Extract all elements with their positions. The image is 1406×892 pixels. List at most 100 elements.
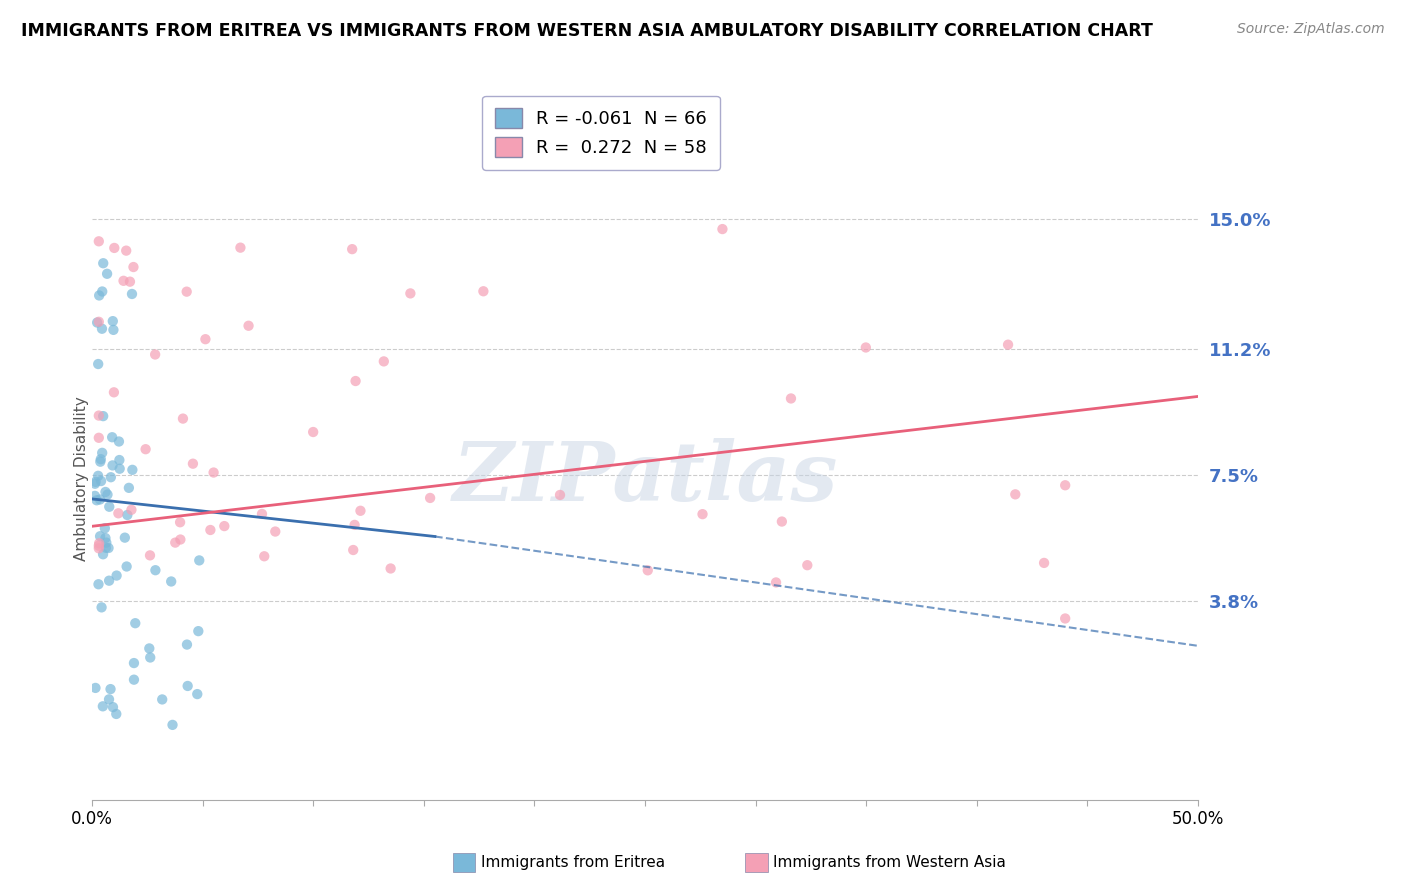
Point xyxy=(98,692,121,706)
Point xyxy=(780,392,803,406)
Point xyxy=(89,529,111,543)
Point xyxy=(87,235,110,249)
Point xyxy=(91,285,114,299)
Point xyxy=(115,559,138,574)
Point xyxy=(94,521,117,535)
Point xyxy=(91,322,114,336)
Point xyxy=(796,558,818,573)
Point xyxy=(692,507,714,521)
Point xyxy=(342,543,364,558)
Point xyxy=(135,442,157,457)
Point xyxy=(145,563,167,577)
Point xyxy=(122,260,145,274)
Point xyxy=(200,523,222,537)
Point xyxy=(399,286,422,301)
Point xyxy=(172,411,194,425)
Point xyxy=(419,491,441,505)
Point xyxy=(1004,487,1026,501)
Point xyxy=(855,341,877,355)
Point xyxy=(105,568,128,582)
Point xyxy=(1033,556,1056,570)
Point xyxy=(1054,478,1077,492)
Point xyxy=(96,267,118,281)
Point xyxy=(160,574,183,589)
Point xyxy=(139,650,162,665)
Point xyxy=(84,476,107,491)
Point xyxy=(548,488,571,502)
Point xyxy=(637,563,659,577)
Point xyxy=(94,531,117,545)
Point xyxy=(118,275,141,289)
Point xyxy=(343,517,366,532)
Point xyxy=(176,638,198,652)
Point xyxy=(103,241,125,255)
Point xyxy=(302,425,325,439)
Point xyxy=(373,354,395,368)
Point xyxy=(138,641,160,656)
Point xyxy=(87,431,110,445)
Point xyxy=(84,475,107,489)
Point xyxy=(162,718,184,732)
Point xyxy=(87,577,110,591)
Point xyxy=(165,535,187,549)
Point xyxy=(997,337,1019,351)
Point xyxy=(89,455,111,469)
Point xyxy=(202,466,225,480)
Point xyxy=(94,541,117,555)
Point xyxy=(107,506,129,520)
Point xyxy=(344,374,367,388)
Point xyxy=(108,453,131,467)
Point xyxy=(96,535,118,549)
Point xyxy=(91,409,114,424)
Point xyxy=(103,385,125,400)
Point xyxy=(89,492,111,507)
Point xyxy=(711,222,734,236)
Point xyxy=(770,515,793,529)
Point xyxy=(108,461,131,475)
Point xyxy=(122,673,145,687)
Point xyxy=(91,547,114,561)
Point xyxy=(103,323,125,337)
Point xyxy=(87,539,110,553)
Point xyxy=(121,287,143,301)
Point xyxy=(90,452,112,467)
Point xyxy=(87,315,110,329)
Point xyxy=(105,706,128,721)
Point xyxy=(187,624,209,639)
Point xyxy=(765,575,787,590)
Point xyxy=(229,241,252,255)
Point xyxy=(101,430,124,444)
Point xyxy=(86,316,108,330)
Point xyxy=(98,574,121,588)
Point xyxy=(90,474,112,488)
Point xyxy=(117,508,139,522)
Point xyxy=(100,470,122,484)
Point xyxy=(87,541,110,556)
Point xyxy=(115,244,138,258)
Point xyxy=(91,699,114,714)
Point xyxy=(143,347,166,361)
Text: ZIPatlas: ZIPatlas xyxy=(453,439,838,518)
Point xyxy=(101,458,124,473)
Point xyxy=(349,504,371,518)
Point xyxy=(89,536,111,550)
Point xyxy=(186,687,208,701)
Text: IMMIGRANTS FROM ERITREA VS IMMIGRANTS FROM WESTERN ASIA AMBULATORY DISABILITY CO: IMMIGRANTS FROM ERITREA VS IMMIGRANTS FR… xyxy=(21,22,1153,40)
Point xyxy=(264,524,287,539)
Point xyxy=(176,285,198,299)
Point xyxy=(98,500,121,514)
Point xyxy=(1054,611,1077,625)
Text: Immigrants from Eritrea: Immigrants from Eritrea xyxy=(481,855,665,870)
Point xyxy=(124,616,146,631)
Point xyxy=(188,553,211,567)
Point xyxy=(250,507,273,521)
Point xyxy=(238,318,260,333)
Point xyxy=(96,487,118,501)
Point xyxy=(340,242,363,256)
Point xyxy=(181,457,204,471)
Point xyxy=(90,600,112,615)
Point xyxy=(472,285,495,299)
Point xyxy=(87,468,110,483)
Point xyxy=(118,481,141,495)
Point xyxy=(380,561,402,575)
